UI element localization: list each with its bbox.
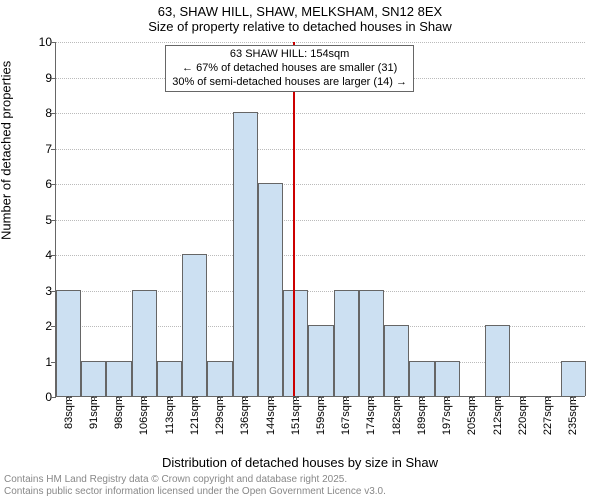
histogram-bar [207,361,232,397]
y-tick-label: 7 [34,142,52,156]
x-tick-mark [573,396,574,401]
histogram-bar [106,361,131,397]
x-tick-mark [296,396,297,401]
histogram-bar [182,254,207,396]
footer-line-1: Contains HM Land Registry data © Crown c… [4,474,386,486]
histogram-bar [561,361,586,397]
y-tick-mark [51,184,56,185]
gridline-h [56,255,585,256]
y-tick-label: 9 [34,71,52,85]
y-tick-label: 8 [34,106,52,120]
x-tick-label: 144sqm [265,396,277,435]
y-tick-mark [51,397,56,398]
annotation-box: 63 SHAW HILL: 154sqm← 67% of detached ho… [165,45,414,92]
x-axis-label: Distribution of detached houses by size … [0,455,600,470]
histogram-bar [485,325,510,396]
x-tick-label: 106sqm [138,396,150,435]
annotation-line-1: 63 SHAW HILL: 154sqm [172,48,407,62]
y-tick-mark [51,42,56,43]
y-tick-label: 0 [34,390,52,404]
x-tick-label: 151sqm [290,396,302,435]
x-tick-label: 220sqm [517,396,529,435]
x-tick-mark [69,396,70,401]
x-tick-mark [523,396,524,401]
x-tick-mark [321,396,322,401]
gridline-h [56,184,585,185]
x-tick-mark [195,396,196,401]
y-tick-label: 1 [34,355,52,369]
footer-line-2: Contains public sector information licen… [4,486,386,498]
gridline-h [56,113,585,114]
histogram-bar [384,325,409,396]
x-tick-label: 174sqm [365,396,377,435]
y-tick-mark [51,78,56,79]
histogram-bar [56,290,81,397]
y-tick-mark [51,149,56,150]
gridline-h [56,149,585,150]
x-tick-mark [548,396,549,401]
x-tick-label: 129sqm [214,396,226,435]
x-tick-mark [498,396,499,401]
y-tick-label: 4 [34,248,52,262]
x-tick-mark [472,396,473,401]
x-tick-mark [119,396,120,401]
annotation-line-3: 30% of semi-detached houses are larger (… [172,76,407,90]
title-line-1: 63, SHAW HILL, SHAW, MELKSHAM, SN12 8EX [0,4,600,19]
y-tick-mark [51,255,56,256]
x-tick-label: 136sqm [239,396,251,435]
x-tick-label: 235sqm [567,396,579,435]
histogram-bar [258,183,283,396]
x-tick-mark [397,396,398,401]
x-tick-label: 197sqm [441,396,453,435]
histogram-bar [359,290,384,397]
x-tick-mark [220,396,221,401]
histogram-bar [157,361,182,397]
x-tick-label: 121sqm [189,396,201,435]
histogram-bar [409,361,434,397]
x-tick-mark [447,396,448,401]
x-tick-mark [170,396,171,401]
x-tick-mark [422,396,423,401]
histogram-bar [233,112,258,396]
annotation-line-2: ← 67% of detached houses are smaller (31… [172,62,407,76]
y-tick-mark [51,220,56,221]
x-tick-label: 212sqm [492,396,504,435]
histogram-bar [435,361,460,397]
gridline-h [56,220,585,221]
title-line-2: Size of property relative to detached ho… [0,19,600,34]
histogram-bar [283,290,308,397]
x-tick-mark [245,396,246,401]
y-tick-label: 5 [34,213,52,227]
x-tick-mark [271,396,272,401]
histogram-bar [81,361,106,397]
footer-attribution: Contains HM Land Registry data © Crown c… [4,474,386,498]
chart-container: 63, SHAW HILL, SHAW, MELKSHAM, SN12 8EX … [0,0,600,500]
x-tick-mark [144,396,145,401]
y-tick-label: 6 [34,177,52,191]
histogram-bar [334,290,359,397]
x-tick-label: 159sqm [315,396,327,435]
x-tick-label: 205sqm [466,396,478,435]
gridline-h [56,42,585,43]
x-tick-mark [346,396,347,401]
x-tick-mark [94,396,95,401]
x-tick-label: 167sqm [340,396,352,435]
y-tick-label: 10 [34,35,52,49]
plot-area: 01234567891083sqm91sqm98sqm106sqm113sqm1… [55,42,585,397]
x-tick-label: 113sqm [164,396,176,434]
reference-line [293,42,295,396]
y-tick-mark [51,113,56,114]
x-tick-label: 189sqm [416,396,428,435]
histogram-bar [308,325,333,396]
y-tick-label: 2 [34,319,52,333]
y-axis-label: Number of detached properties [0,61,14,240]
x-tick-label: 182sqm [391,396,403,435]
y-tick-label: 3 [34,284,52,298]
x-tick-mark [371,396,372,401]
title-block: 63, SHAW HILL, SHAW, MELKSHAM, SN12 8EX … [0,4,600,34]
histogram-bar [132,290,157,397]
x-tick-label: 227sqm [542,396,554,435]
